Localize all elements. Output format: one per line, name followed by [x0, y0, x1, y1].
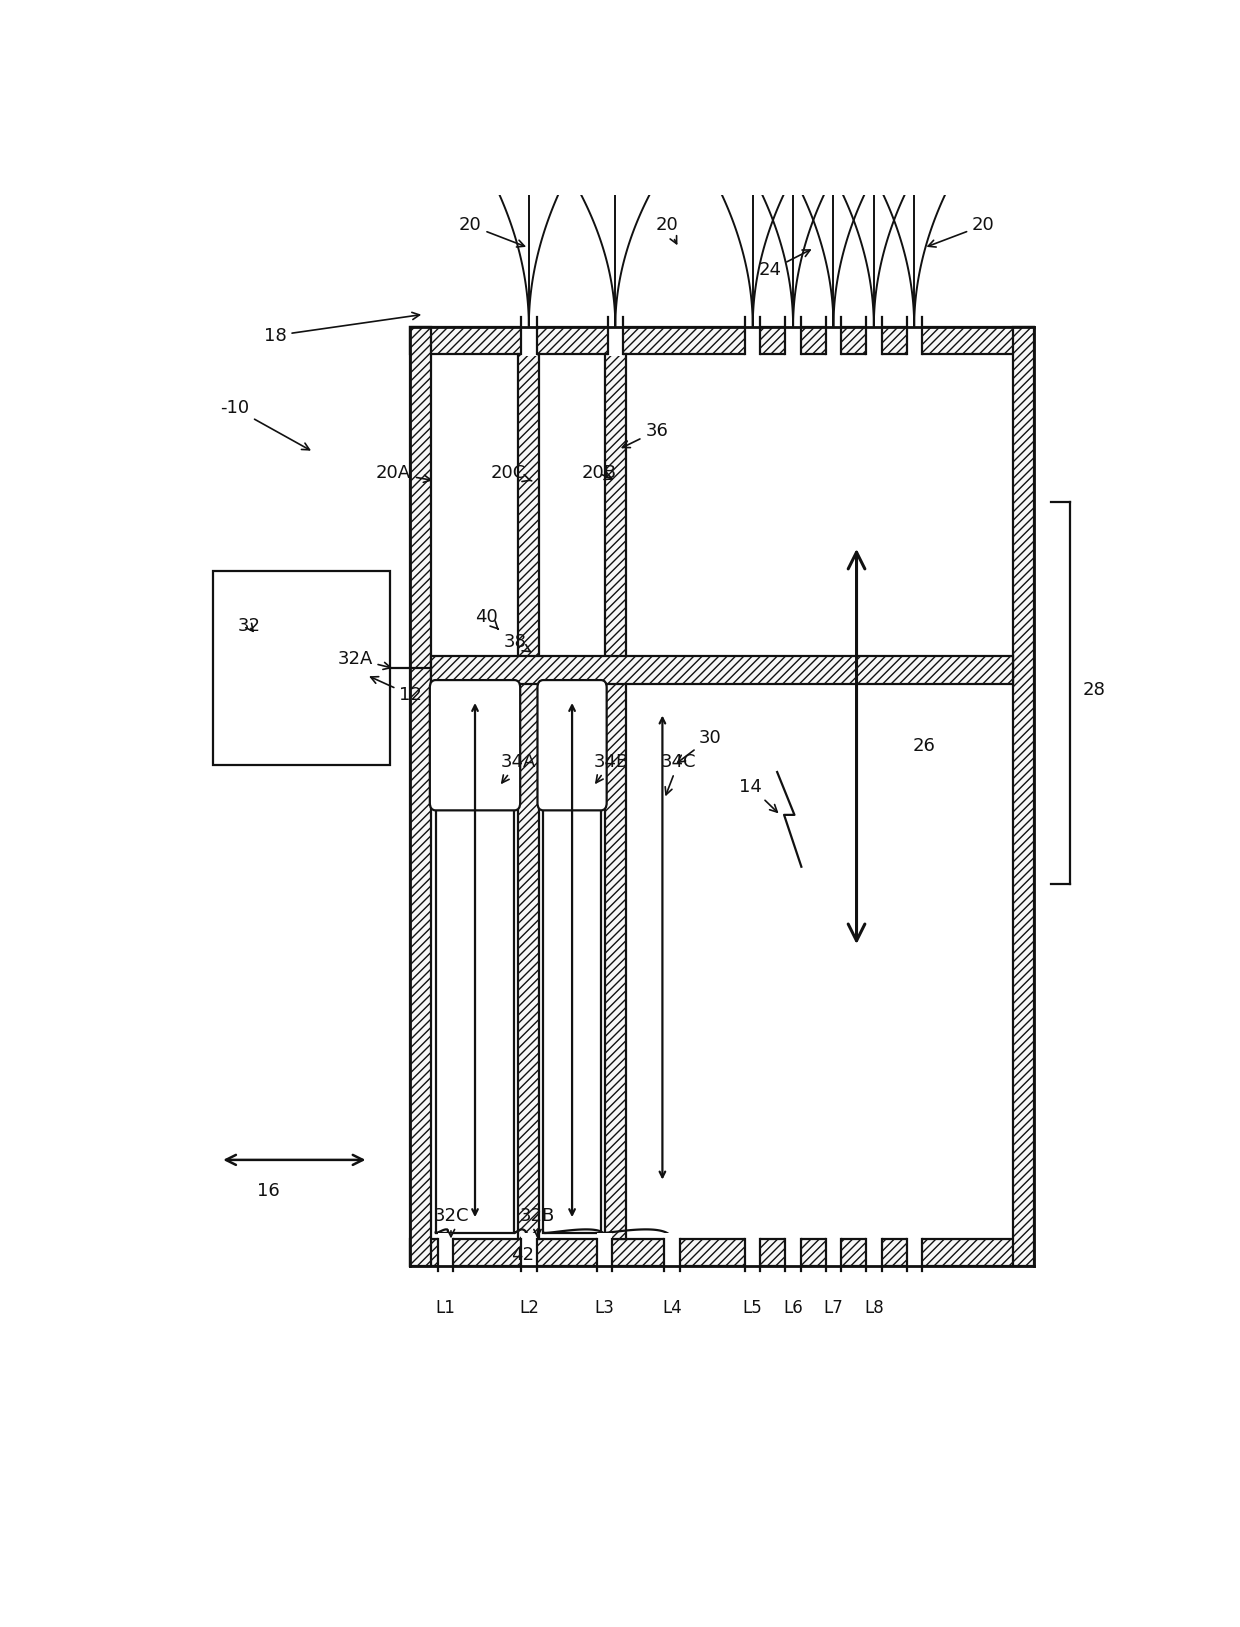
Bar [826, 1233, 841, 1271]
Bar [438, 1233, 453, 1271]
Text: 32B: 32B [520, 1207, 556, 1237]
Bar [435, 688, 515, 1233]
Text: L2: L2 [518, 1298, 538, 1316]
Bar [826, 312, 841, 356]
Text: L7: L7 [823, 1298, 843, 1316]
Bar [785, 1233, 801, 1271]
Text: L5: L5 [743, 1298, 763, 1316]
Text: 16: 16 [257, 1183, 280, 1201]
Text: 26: 26 [913, 737, 935, 755]
Text: 14: 14 [739, 778, 777, 812]
Text: 42: 42 [511, 1246, 533, 1264]
Bar [665, 1233, 680, 1271]
Bar [596, 1233, 613, 1271]
Text: L8: L8 [864, 1298, 884, 1316]
Text: 18: 18 [264, 312, 419, 345]
Text: 30: 30 [677, 729, 722, 763]
Text: 36: 36 [622, 421, 668, 447]
Text: -10: -10 [221, 399, 310, 449]
Bar [785, 312, 801, 356]
Text: 34B: 34B [594, 753, 629, 783]
Bar [745, 312, 760, 356]
Bar [866, 312, 882, 356]
Bar [1013, 327, 1034, 1266]
Bar [906, 312, 921, 356]
Bar [521, 312, 537, 356]
Text: 32C: 32C [433, 1207, 469, 1237]
Text: L6: L6 [784, 1298, 804, 1316]
Bar [745, 1233, 760, 1271]
Text: L3: L3 [595, 1298, 615, 1316]
Bar [521, 1233, 537, 1271]
Text: 38: 38 [503, 633, 531, 652]
Bar [518, 355, 539, 1238]
Text: 20A: 20A [376, 464, 432, 482]
Text: L1: L1 [435, 1298, 455, 1316]
Text: 20: 20 [656, 216, 678, 244]
Text: 40: 40 [475, 608, 498, 630]
Text: L4: L4 [662, 1298, 682, 1316]
Bar [543, 688, 601, 1233]
Text: 24: 24 [759, 251, 810, 280]
Bar [608, 312, 622, 356]
Bar [213, 571, 391, 765]
Text: 20: 20 [459, 216, 525, 247]
Bar [605, 355, 626, 1238]
Text: 12: 12 [371, 677, 422, 704]
Text: 20B: 20B [582, 464, 616, 482]
Bar [409, 1238, 1034, 1266]
Bar [409, 327, 1034, 355]
Text: 20C: 20C [491, 464, 532, 482]
Bar [906, 1233, 921, 1271]
FancyBboxPatch shape [537, 680, 606, 810]
Text: 20: 20 [928, 216, 994, 247]
Bar [430, 656, 1013, 683]
Bar [409, 327, 430, 1266]
Text: 28: 28 [1083, 682, 1105, 700]
Text: 32A: 32A [337, 649, 391, 669]
Text: 34A: 34A [501, 753, 536, 783]
FancyBboxPatch shape [430, 680, 521, 810]
Text: 32: 32 [238, 617, 260, 635]
Bar [866, 1233, 882, 1271]
Text: 34C: 34C [661, 753, 697, 794]
